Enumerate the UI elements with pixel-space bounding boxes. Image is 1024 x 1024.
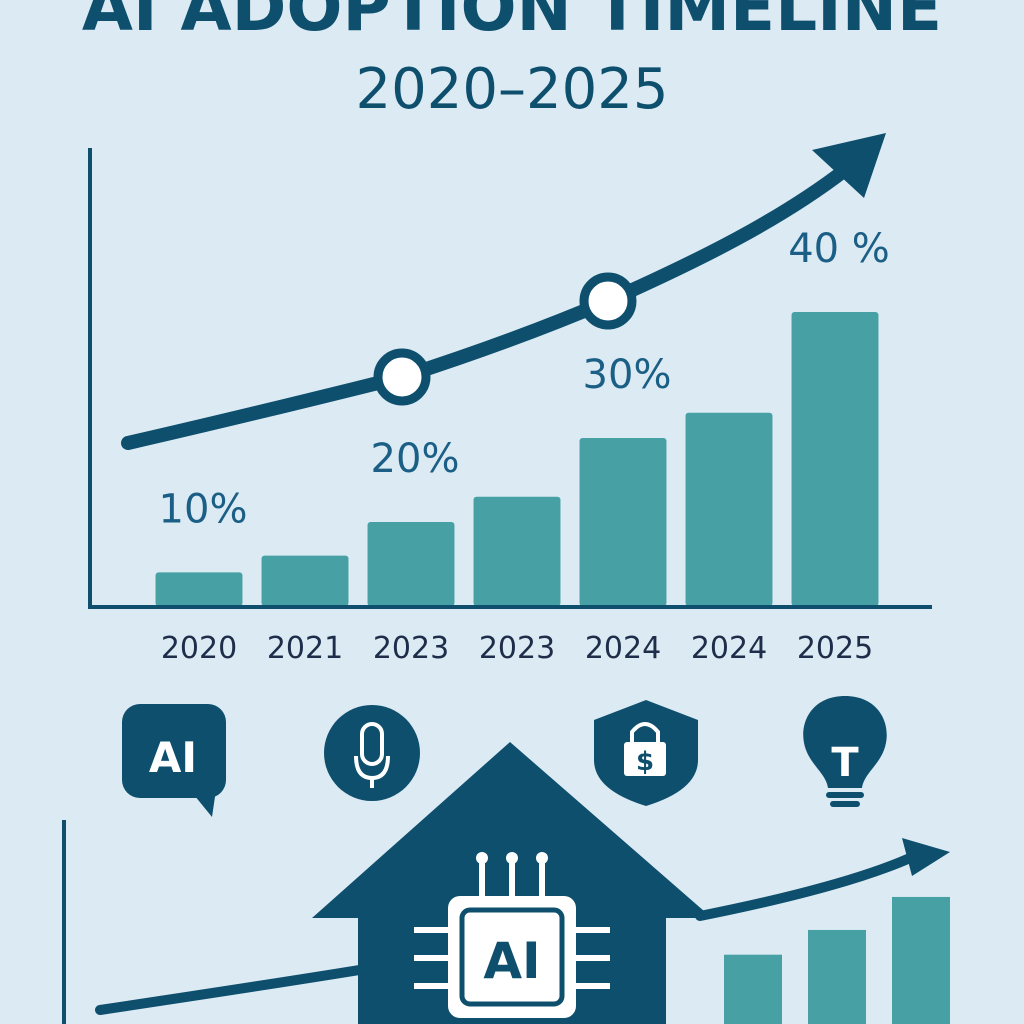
microphone-icon [324, 705, 420, 801]
trend-markers [373, 272, 637, 406]
data-label-0: 10% [159, 486, 248, 532]
x-tick-label-0: 2020 [161, 631, 237, 666]
bottom-trend-line [95, 853, 915, 1015]
mini-bar-series [724, 896, 950, 1024]
data-label-2: 30% [583, 352, 672, 398]
bar-4 [579, 438, 667, 606]
data-label-1: 20% [371, 436, 460, 482]
x-tick-label-1: 2021 [267, 631, 343, 666]
bottom-illustration: AI [62, 742, 950, 1024]
bar-6 [791, 312, 879, 606]
x-tick-labels: 2020 2021 2023 2023 2024 2024 2025 [161, 631, 873, 666]
bar-0 [155, 572, 243, 606]
bar-series [155, 312, 879, 606]
x-tick-label-2: 2023 [373, 631, 449, 666]
mini-bar-2 [892, 896, 950, 1024]
ai-chip-icon: AI [414, 852, 610, 1018]
x-tick-label-3: 2023 [479, 631, 555, 666]
ai-chat-bubble-text: AI [149, 733, 197, 782]
trend-line [121, 133, 886, 450]
bar-5 [685, 412, 773, 606]
trend-curve [121, 163, 852, 450]
bottom-trend-arrowhead [902, 838, 950, 876]
lightbulb-text: T [831, 740, 859, 786]
x-tick-label-5: 2024 [691, 631, 767, 666]
bar-2 [367, 522, 455, 606]
mini-bar-1 [808, 929, 866, 1024]
shield-lock-text: $ [636, 747, 654, 777]
chart-axes [88, 148, 932, 609]
trend-arrowhead [812, 133, 886, 198]
mini-bar-0 [724, 954, 782, 1024]
x-tick-label-4: 2024 [585, 631, 661, 666]
data-label-3: 40 % [788, 226, 890, 272]
trend-marker-1 [579, 272, 637, 330]
data-labels: 10% 20% 30% 40 % [159, 226, 890, 532]
bar-3 [473, 496, 561, 606]
chart-subtitle: 2020–2025 [355, 57, 668, 122]
bar-1 [261, 555, 349, 606]
chart-title: AI ADOPTION TIMELINE [82, 0, 942, 46]
ai-chat-bubble-icon: AI [122, 704, 226, 817]
lightbulb-icon: T [803, 696, 887, 807]
shield-lock-icon: $ [594, 700, 698, 806]
trend-marker-0 [373, 348, 431, 406]
ai-chip-text: AI [483, 932, 540, 990]
x-tick-label-6: 2025 [797, 631, 873, 666]
